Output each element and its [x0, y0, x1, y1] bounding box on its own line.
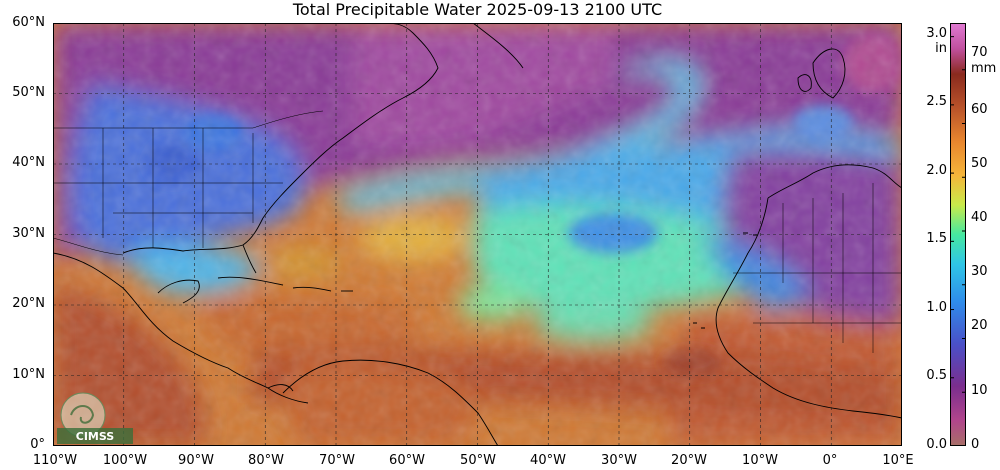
- lat-tick-label: 60°N: [12, 15, 45, 30]
- cimss-logo: CIMSS: [57, 392, 133, 444]
- coastlines: [53, 23, 902, 446]
- map-title: Total Precipitable Water 2025-09-13 2100…: [292, 0, 663, 19]
- cuba: [217, 276, 284, 286]
- lon-tick-label: 110°W: [32, 453, 78, 468]
- precipitable-water-map: CIMSS: [53, 23, 902, 446]
- yucatan: [157, 279, 200, 304]
- colorbar-mm-tick: 30: [971, 264, 988, 279]
- lon-tick-label: 20°W: [671, 453, 707, 468]
- colorbar-mm-tick: 70: [971, 45, 988, 60]
- logo-text: CIMSS: [76, 430, 115, 443]
- lon-tick-label: 60°W: [389, 453, 425, 468]
- lon-tick-label: 70°W: [319, 453, 355, 468]
- colorbar-inch-tick: 2.0: [926, 163, 947, 178]
- lon-tick-label: 0°: [822, 453, 838, 468]
- lon-tick-label: 50°W: [460, 453, 496, 468]
- colorbar-inch-tick: 2.5: [926, 94, 947, 109]
- colorbar-inch-tick: 1.0: [926, 300, 947, 315]
- hispaniola: [292, 286, 332, 292]
- lat-tick-label: 0°: [30, 437, 45, 452]
- iberia: [767, 164, 902, 199]
- lon-tick-label: 40°W: [530, 453, 566, 468]
- colorbar-inch-tick: 0.0: [926, 437, 947, 452]
- us-east-coast: [262, 97, 404, 219]
- lon-tick-label: 90°W: [178, 453, 214, 468]
- colorbar-mm-unit: mm: [971, 61, 997, 76]
- colorbar-mm-tick: 10: [971, 383, 988, 398]
- lat-tick-label: 20°N: [12, 296, 45, 311]
- colorbar: [950, 23, 966, 446]
- logo-banner: [57, 428, 133, 444]
- lon-tick-label: 10°W: [742, 453, 778, 468]
- colorbar-gradient: [950, 23, 966, 446]
- colorbar-inch-unit: in: [935, 41, 947, 56]
- us-mexico-border: [53, 237, 124, 256]
- florida: [242, 244, 257, 274]
- greenland: [472, 23, 524, 69]
- west-africa-coast: [715, 252, 902, 419]
- colorbar-mm-tick: 60: [971, 102, 988, 117]
- south-america-coast: [282, 359, 499, 446]
- logo-swirl: [70, 405, 95, 424]
- lat-tick-label: 50°N: [12, 85, 45, 100]
- colorbar-inch-tick: 0.5: [926, 368, 947, 383]
- british-isles: [812, 48, 846, 99]
- us-canada-border: [53, 110, 324, 129]
- lat-tick-label: 30°N: [12, 226, 45, 241]
- colorbar-mm-tick: 50: [971, 156, 988, 171]
- lon-tick-label: 10°E: [882, 453, 914, 468]
- colorbar-ticks: [950, 36, 966, 446]
- lon-tick-label: 30°W: [601, 453, 637, 468]
- colorbar-inch-tick: 1.5: [926, 231, 947, 246]
- colorbar-mm-tick: 0: [971, 437, 980, 452]
- ireland: [797, 74, 812, 92]
- gridlines: [53, 23, 902, 446]
- colorbar-mm-tick: 20: [971, 318, 988, 333]
- lon-tick-label: 80°W: [248, 453, 284, 468]
- lat-tick-label: 40°N: [12, 155, 45, 170]
- africa-borders: [733, 183, 902, 353]
- lat-tick-label: 10°N: [12, 367, 45, 382]
- colorbar-mm-tick: 40: [971, 210, 988, 225]
- state-lines: [53, 128, 283, 248]
- state-borders: [53, 110, 902, 353]
- panama: [267, 384, 294, 392]
- north-america-coast: [53, 252, 309, 404]
- colorbar-inch-tick: 3.0: [926, 26, 947, 41]
- lon-tick-label: 100°W: [102, 453, 148, 468]
- map-frame: [53, 23, 902, 446]
- canada-coast: [382, 23, 439, 99]
- cape-verde: [693, 322, 705, 329]
- canaries: [743, 232, 758, 236]
